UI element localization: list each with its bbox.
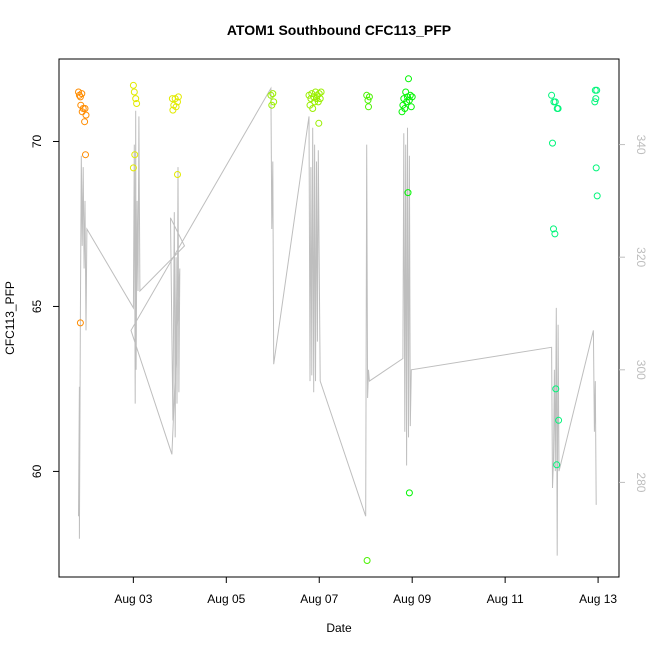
data-point <box>174 93 182 101</box>
x-axis-label: Date <box>326 621 352 635</box>
data-point <box>552 385 560 393</box>
data-point <box>592 95 600 103</box>
data-point <box>309 105 317 112</box>
data-point <box>405 489 413 497</box>
data-point <box>593 192 601 200</box>
data-point <box>401 105 409 112</box>
y2-tick-label: 280 <box>634 472 648 492</box>
data-point <box>76 319 84 327</box>
data-point <box>82 151 89 159</box>
data-point <box>130 88 138 96</box>
y-tick-label: 60 <box>30 464 44 478</box>
data-point <box>407 103 415 111</box>
points-layer <box>75 75 601 564</box>
data-point <box>592 164 600 172</box>
data-point <box>315 119 323 127</box>
data-point <box>78 90 86 98</box>
data-point <box>365 103 372 111</box>
data-point <box>132 95 140 103</box>
data-point <box>555 416 563 424</box>
x-tick-label: Aug 11 <box>487 592 524 606</box>
data-point <box>363 557 371 564</box>
chart-title: ATOM1 Southbound CFC113_PFP <box>227 22 451 38</box>
y-tick-label: 70 <box>30 134 44 148</box>
data-point <box>131 151 139 159</box>
x-tick-label: Aug 05 <box>207 592 245 606</box>
data-point <box>174 171 181 178</box>
secondary-line-layer <box>78 86 597 556</box>
x-tick-label: Aug 03 <box>114 592 152 606</box>
data-point <box>408 93 416 101</box>
data-point <box>548 91 556 99</box>
data-point <box>406 91 414 99</box>
data-point <box>315 90 323 98</box>
axes-layer: Aug 03 Aug 05 Aug 07 Aug 09 Aug 11 Aug 13 60 65… <box>30 58 648 606</box>
data-point <box>81 118 89 126</box>
data-point <box>551 98 559 106</box>
y2-tick-label: 300 <box>634 360 648 380</box>
x-tick-label: Aug 07 <box>300 592 338 606</box>
y-axis-label: CFC113_PFP <box>3 281 17 355</box>
data-point <box>81 105 89 112</box>
x-tick-label: Aug 13 <box>579 592 617 606</box>
data-point <box>405 75 412 83</box>
y2-tick-label: 340 <box>634 135 648 155</box>
data-point <box>591 98 599 106</box>
data-point <box>133 100 141 107</box>
data-point <box>316 95 324 103</box>
y2-tick-label: 320 <box>634 247 648 267</box>
x-tick-label: Aug 09 <box>393 592 431 606</box>
data-point <box>551 230 559 238</box>
y-tick-label: 65 <box>30 299 44 313</box>
data-point <box>402 88 410 96</box>
data-point <box>129 164 137 172</box>
data-point <box>267 91 275 99</box>
data-point <box>270 98 278 106</box>
data-point <box>593 86 601 94</box>
data-point <box>76 93 84 101</box>
data-point <box>550 225 557 233</box>
series-line-1 <box>78 86 597 556</box>
data-point <box>553 461 561 469</box>
data-point <box>169 106 177 114</box>
plot-frame <box>58 58 620 578</box>
data-point <box>129 81 137 89</box>
data-point <box>365 93 373 101</box>
data-point <box>317 88 325 96</box>
data-point <box>554 105 562 112</box>
data-point <box>82 111 90 119</box>
data-point <box>549 139 556 147</box>
data-point <box>269 90 277 98</box>
data-point <box>364 96 372 104</box>
data-point <box>404 189 412 197</box>
data-point <box>174 98 181 106</box>
